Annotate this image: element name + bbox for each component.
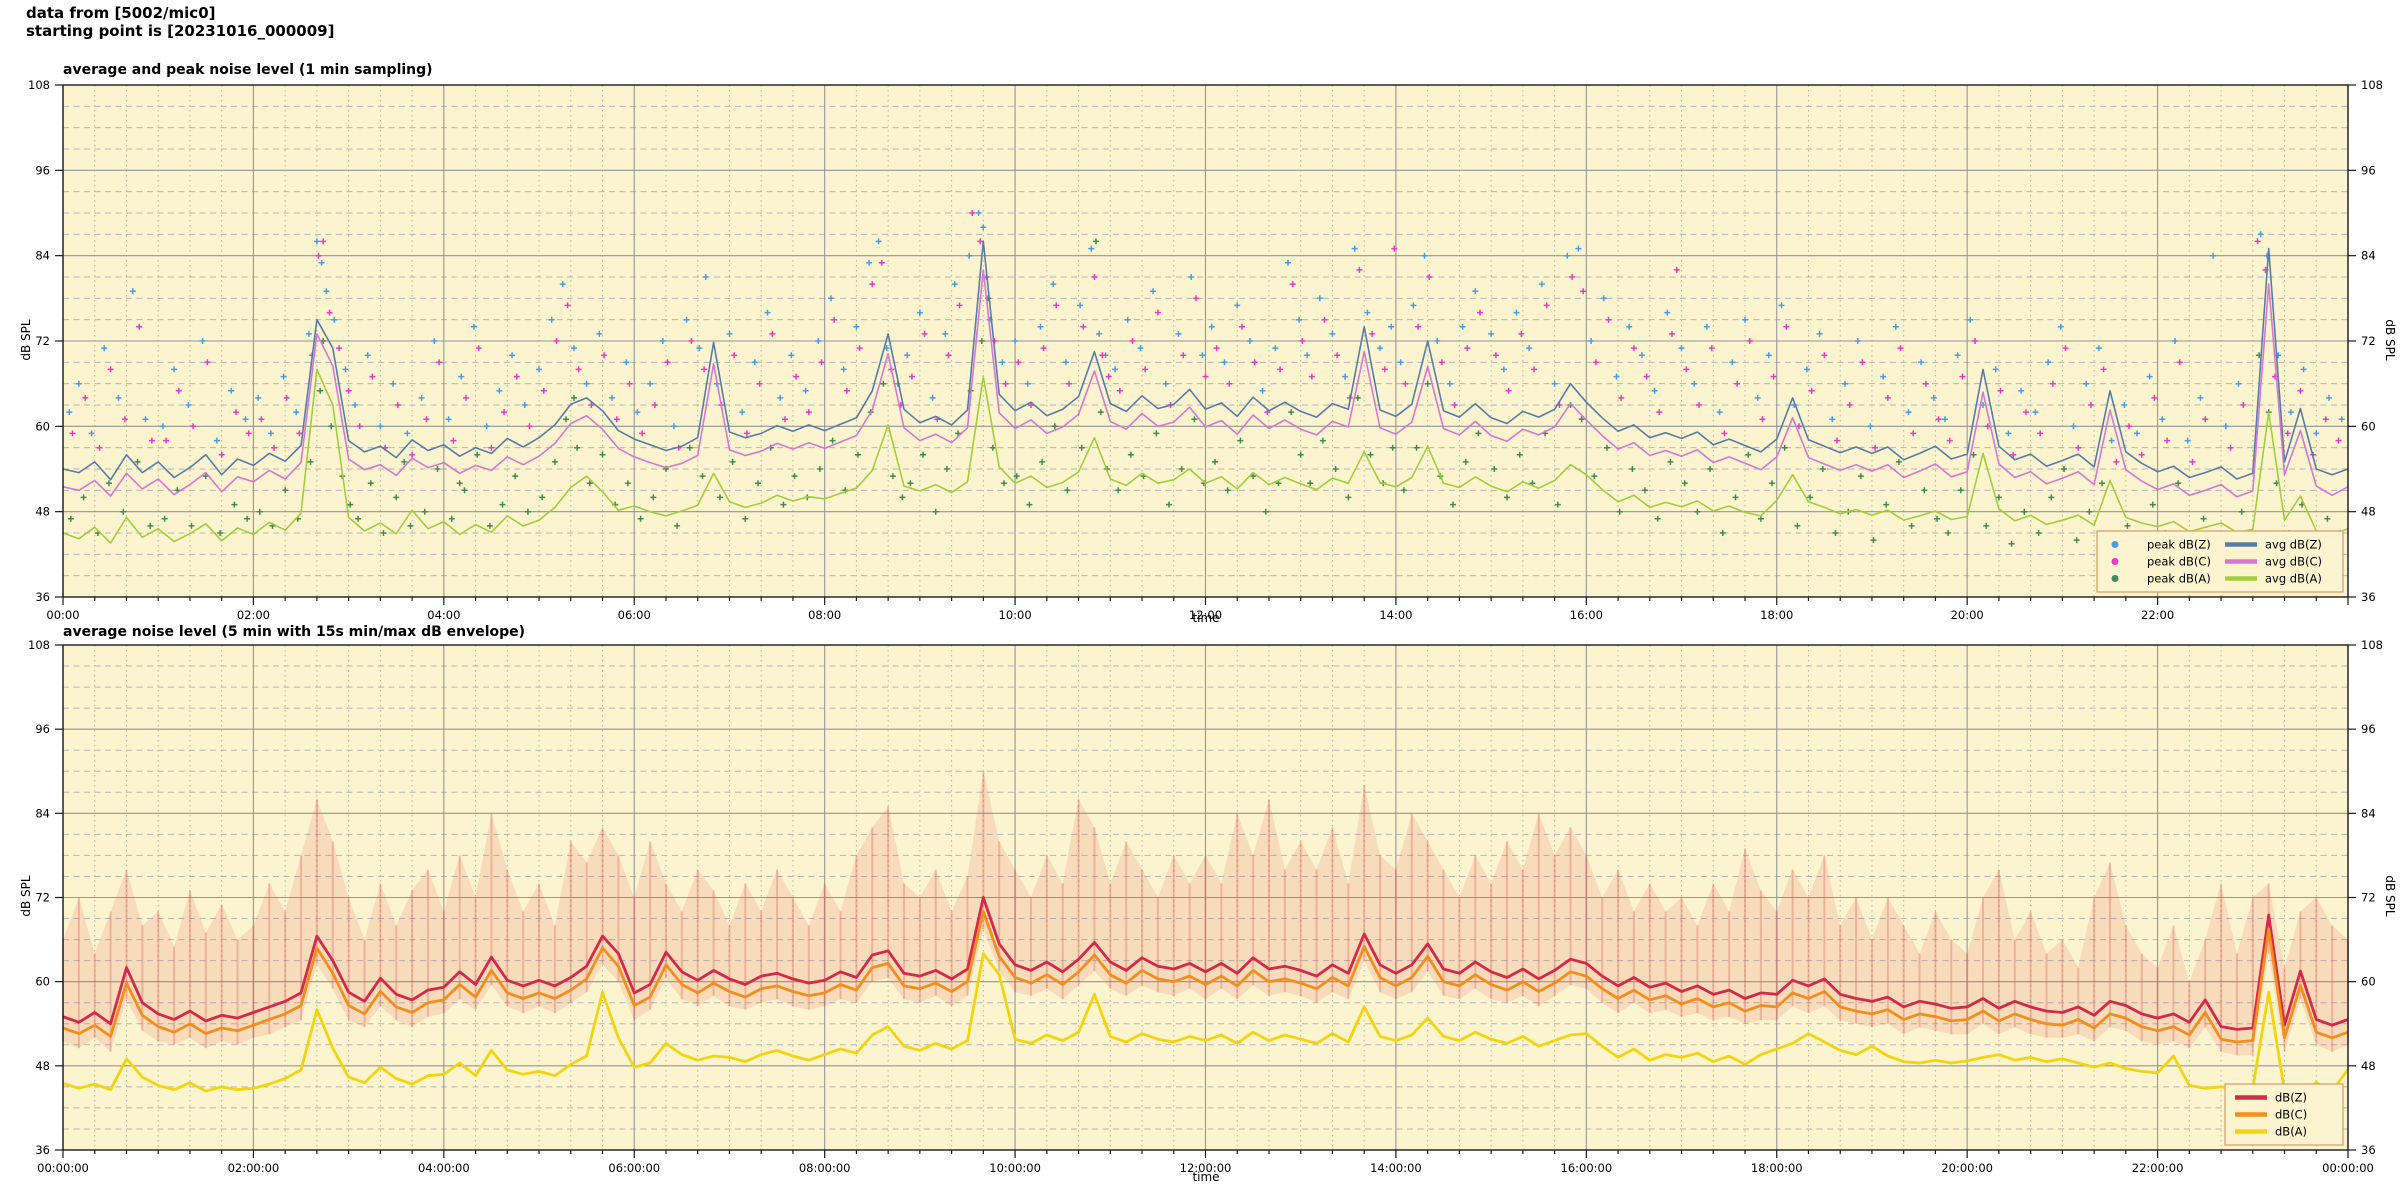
x-tick-label: 22:00 — [2141, 608, 2174, 622]
y-tick-label-right: 96 — [2361, 722, 2376, 736]
legend-label-peak-db-c: peak dB(C) — [2147, 555, 2211, 569]
x-tick-label: 06:00 — [618, 608, 651, 622]
noise-chart-1min-sampling: 36 36 48 48 60 60 72 72 84 84 96 96 108 108 00:00 02:00… — [28, 78, 2383, 622]
y-tick-label-left: 48 — [35, 1059, 50, 1073]
series-avg-db-c — [62, 269, 2349, 498]
y-tick-label-right: 96 — [2361, 163, 2376, 177]
y-tick-label-right: 36 — [2361, 1143, 2376, 1157]
legend-label-peak-db-a: peak dB(A) — [2147, 572, 2211, 586]
y-tick-label-left: 60 — [35, 419, 50, 433]
y-tick-label-left: 84 — [35, 806, 50, 820]
x-tick-label: 00:00 — [46, 608, 79, 622]
scatter-peak-db-z — [66, 210, 2345, 444]
legend-label-peak-db-z: peak dB(Z) — [2147, 538, 2211, 552]
x-tick-label: 08:00 — [808, 608, 841, 622]
x-tick-label: 08:00:00 — [799, 1161, 851, 1175]
header-line1: data from [5002/mic0] — [26, 4, 216, 22]
x-tick-label: 22:00:00 — [2132, 1161, 2184, 1175]
legend-label-avg-db-z: avg dB(Z) — [2265, 538, 2322, 552]
x-tick-label: 20:00:00 — [1941, 1161, 1993, 1175]
y-tick-label-right: 36 — [2361, 590, 2376, 604]
y-tick-label-right: 84 — [2361, 249, 2376, 263]
legend-label-db-a: dB(A) — [2275, 1125, 2307, 1139]
legend-label-db-c: dB(C) — [2275, 1108, 2307, 1122]
series-db-c — [62, 910, 2349, 1044]
x-tick-label: 12:00 — [1189, 608, 1222, 622]
chart2-title: average noise level (5 min with 15s min/… — [63, 624, 526, 640]
y-tick-label-right: 108 — [2361, 638, 2383, 652]
envelope-band — [63, 771, 2348, 1056]
series-avg-db-z — [62, 240, 2349, 481]
x-tick-label: 16:00 — [1570, 608, 1603, 622]
x-tick-label: 10:00:00 — [989, 1161, 1041, 1175]
x-tick-label: 00:00:00 — [37, 1161, 89, 1175]
x-tick-label: 06:00:00 — [608, 1161, 660, 1175]
y-tick-label-left: 108 — [28, 638, 50, 652]
y-tick-label-left: 96 — [35, 722, 50, 736]
x-tick-label: 16:00:00 — [1561, 1161, 1613, 1175]
chart1-title: average and peak noise level (1 min samp… — [63, 62, 433, 78]
x-tick-label: 02:00:00 — [228, 1161, 280, 1175]
chart1-xlabel: time — [1192, 611, 1220, 625]
y-tick-label-left: 60 — [35, 975, 50, 989]
legend-marker-peak-db-a — [2111, 575, 2119, 582]
x-tick-label: 04:00 — [427, 608, 460, 622]
y-tick-label-right: 84 — [2361, 806, 2376, 820]
y-tick-label-right: 60 — [2361, 419, 2376, 433]
x-tick-label: 14:00:00 — [1370, 1161, 1422, 1175]
noise-chart-5min-envelope: 36 36 48 48 60 60 72 72 84 84 96 96 108 108 00:00:00 02… — [28, 638, 2383, 1175]
x-tick-label: 18:00:00 — [1751, 1161, 1803, 1175]
y-tick-label-right: 72 — [2361, 891, 2376, 905]
y-tick-label-right: 48 — [2361, 1059, 2376, 1073]
legend-marker-peak-db-z — [2111, 541, 2119, 548]
series-db-a — [62, 952, 2350, 1094]
legend-box — [2096, 530, 2344, 593]
y-tick-label-left: 72 — [35, 334, 50, 348]
y-tick-label-right: 60 — [2361, 975, 2376, 989]
header-line2: starting point is [20231016_000009] — [26, 22, 335, 40]
y-tick-label-right: 48 — [2361, 505, 2376, 519]
y-tick-label-left: 96 — [35, 163, 50, 177]
legend-label-avg-db-c: avg dB(C) — [2265, 555, 2322, 569]
y-tick-label-right: 108 — [2361, 78, 2383, 92]
x-tick-label: 20:00 — [1951, 608, 1984, 622]
series-db-z — [62, 896, 2349, 1031]
y-tick-label-left: 84 — [35, 249, 50, 263]
x-tick-label: 10:00 — [999, 608, 1032, 622]
x-tick-label: 14:00 — [1379, 608, 1412, 622]
legend-label-avg-db-a: avg dB(A) — [2265, 572, 2322, 586]
legend-marker-peak-db-c — [2111, 558, 2119, 565]
series-avg-db-a — [62, 368, 2349, 544]
y-tick-label-left: 36 — [35, 1143, 50, 1157]
x-tick-label: 12:00:00 — [1180, 1161, 1232, 1175]
legend-label-db-z: dB(Z) — [2275, 1091, 2307, 1105]
x-tick-label: 00:00:00 — [2322, 1161, 2374, 1175]
y-tick-label-right: 72 — [2361, 334, 2376, 348]
y-tick-label-left: 108 — [28, 78, 50, 92]
chart2-xlabel: time — [1192, 1170, 1220, 1184]
x-tick-label: 04:00:00 — [418, 1161, 470, 1175]
y-tick-label-left: 36 — [35, 590, 50, 604]
x-tick-label: 18:00 — [1760, 608, 1793, 622]
y-tick-label-left: 48 — [35, 505, 50, 519]
scatter-peak-db-c — [69, 210, 2342, 465]
y-tick-label-left: 72 — [35, 891, 50, 905]
x-tick-label: 02:00 — [237, 608, 270, 622]
